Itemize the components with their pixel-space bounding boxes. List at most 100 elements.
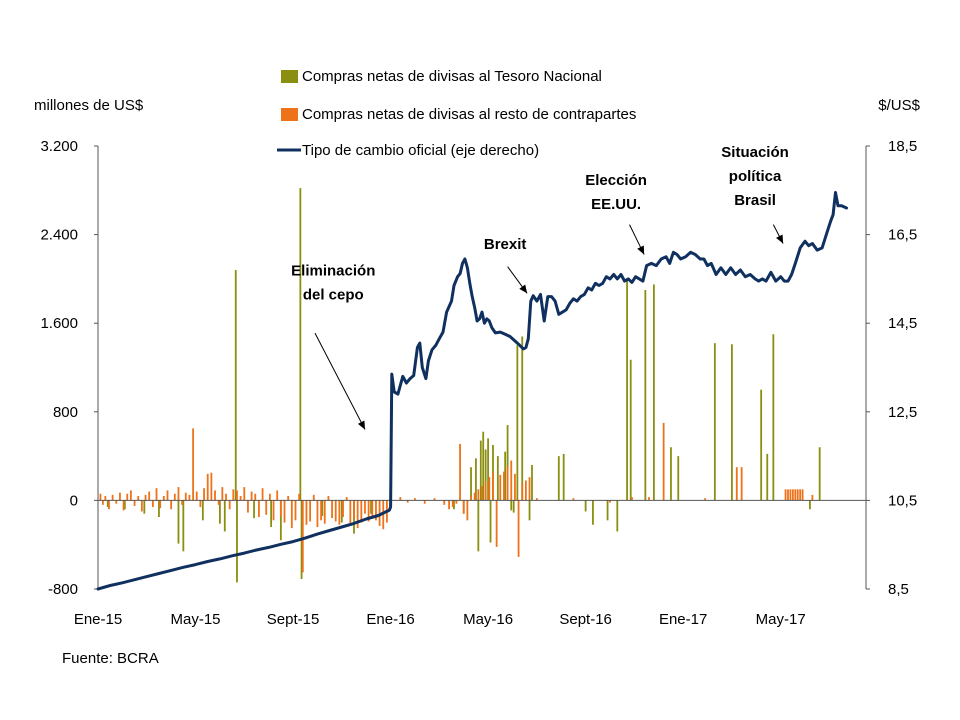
annotation-cepo-arrowhead [357, 420, 365, 430]
others-bar [195, 491, 198, 501]
treasury-bar [516, 345, 519, 501]
others-bar [111, 494, 114, 501]
others-bar [159, 500, 162, 509]
x-tick-label: May-16 [463, 611, 513, 628]
others-bar [126, 493, 129, 501]
left-axis-unit: millones de US$ [34, 97, 144, 114]
x-tick-label: Ene-16 [366, 611, 414, 628]
legend-swatch-treasury [281, 70, 298, 83]
treasury-bar [223, 500, 226, 532]
others-bar [301, 500, 304, 573]
others-bar [796, 489, 799, 501]
treasury-bar [279, 500, 282, 541]
treasury-bar [219, 500, 221, 524]
others-bar [279, 500, 282, 518]
x-tick-label: Ene-15 [74, 611, 122, 628]
others-bar [367, 500, 370, 522]
others-bar [254, 493, 257, 501]
treasury-bar [616, 500, 619, 532]
others-bar [443, 500, 446, 505]
annotation-brexit-text: Brexit [484, 236, 527, 253]
treasury-bar [504, 451, 507, 501]
treasury-bar [629, 359, 632, 501]
others-bar [122, 500, 125, 511]
others-bar [345, 497, 348, 501]
x-tick-label: Ene-17 [659, 611, 707, 628]
others-bar [265, 500, 268, 515]
right-tick-label: 8,5 [888, 581, 909, 598]
treasury-bar [531, 464, 533, 501]
others-bar [261, 488, 264, 501]
treasury-bar [321, 500, 324, 516]
others-bar [784, 489, 787, 501]
others-bar [283, 500, 286, 523]
others-bar [305, 500, 308, 525]
others-bar [338, 500, 341, 525]
others-bar [342, 500, 344, 518]
treasury-bar [626, 278, 628, 501]
others-bar [499, 474, 502, 501]
treasury-bar [299, 188, 302, 501]
others-bar [258, 500, 260, 518]
others-bar [236, 490, 238, 501]
treasury-bar [177, 500, 180, 544]
others-bar [448, 500, 450, 510]
others-bar [250, 491, 253, 501]
treasury-bar [158, 500, 160, 518]
left-tick-label: 3.200 [40, 138, 78, 155]
others-bar [360, 500, 363, 523]
others-bar [609, 500, 611, 503]
left-tick-label: 2.400 [40, 227, 78, 244]
others-bar [811, 494, 814, 501]
others-bar [470, 495, 472, 501]
treasury-bar [234, 270, 237, 501]
others-bars [99, 422, 814, 573]
others-bar [375, 500, 377, 521]
others-bar [791, 489, 794, 501]
others-bar [364, 500, 366, 514]
others-bar [521, 483, 524, 501]
others-bar [232, 489, 235, 501]
others-bar [192, 428, 194, 501]
others-bar [133, 500, 136, 506]
annotation-brasil-arrowhead [776, 234, 784, 244]
annotation-brasil-text: Situación [721, 144, 789, 161]
left-tick-label: -800 [48, 581, 78, 598]
others-bar [801, 489, 804, 501]
others-bar [794, 489, 797, 501]
others-bar [181, 500, 184, 505]
annotations: Eliminación del cepo Brexit Elección EE.UU. S… [291, 144, 789, 430]
others-bar [268, 493, 271, 501]
treasury-bar [479, 440, 482, 501]
others-bar [648, 497, 650, 501]
others-bar [455, 500, 458, 504]
others-bar [353, 500, 355, 520]
annotation-eeuu-text: Elección [585, 172, 647, 189]
right-tick-label: 10,5 [888, 492, 917, 509]
treasury-bar [510, 500, 513, 511]
others-bar [298, 493, 301, 501]
legend: Compras netas de divisas al Tesoro Nacio… [277, 68, 636, 159]
others-bar [104, 495, 107, 501]
treasury-bar [592, 500, 594, 525]
others-bar [203, 488, 205, 501]
others-bar [524, 480, 527, 501]
others-bar [378, 500, 381, 526]
others-bar [517, 500, 520, 557]
others-bar [451, 500, 454, 508]
others-bar [173, 493, 176, 501]
treasury-bar [489, 500, 492, 543]
others-bar [312, 494, 315, 501]
others-bar [662, 422, 665, 501]
others-bar [356, 500, 359, 529]
treasury-bar [562, 453, 565, 501]
others-bar [349, 500, 352, 526]
treasury-bar [484, 449, 487, 501]
x-tick-label: May-17 [756, 611, 806, 628]
others-bar [414, 498, 416, 501]
others-bar [177, 487, 180, 501]
right-tick-label: 14,5 [888, 315, 917, 332]
treasury-bar [677, 456, 680, 501]
annotation-eeuu-text: EE.UU. [591, 196, 641, 213]
others-bar [221, 487, 224, 501]
